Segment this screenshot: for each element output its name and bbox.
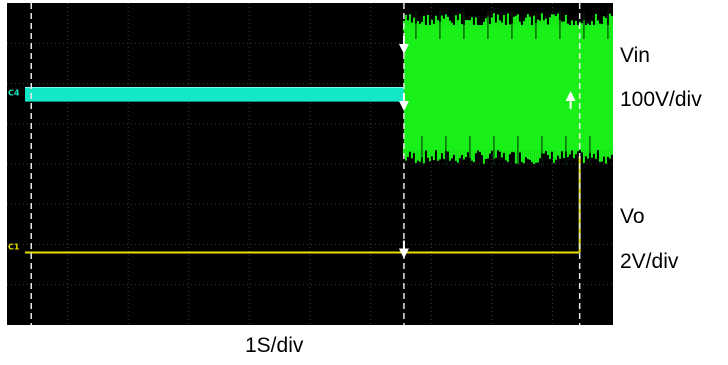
vin-label: Vin <box>620 44 650 67</box>
vo-scale-label: 2V/div <box>620 250 679 273</box>
vin-channel-tag: C4 <box>8 89 20 98</box>
marker-arrow <box>398 44 409 54</box>
oscilloscope-screen: C4 C1 <box>7 3 613 325</box>
vo-label: Vo <box>620 205 645 228</box>
vo-channel-tag: C1 <box>8 243 20 252</box>
oscilloscope-plot: C4 C1 <box>7 3 613 325</box>
marker-arrow <box>398 101 409 111</box>
vin-trace-after <box>403 25 613 151</box>
marker-arrow <box>565 91 576 101</box>
time-scale-label: 1S/div <box>245 334 304 357</box>
marker-arrow <box>398 248 409 259</box>
vin-scale-label: 100V/div <box>620 88 702 111</box>
vin-trace-before <box>25 87 404 102</box>
